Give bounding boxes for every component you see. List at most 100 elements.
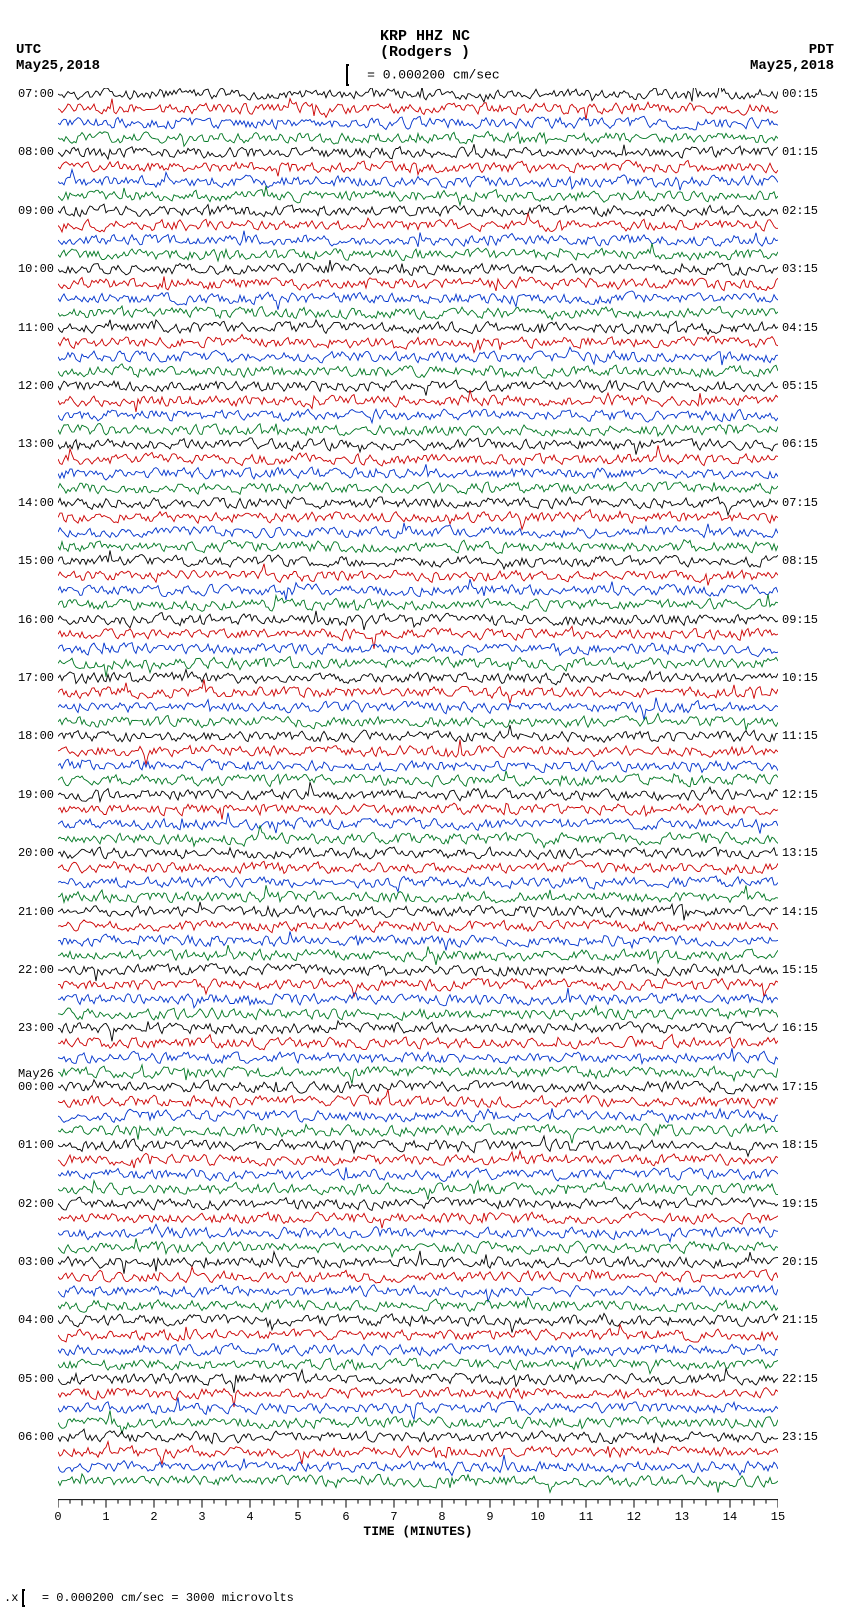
trace-row <box>58 932 778 951</box>
utc-hour-label: 04:00 <box>0 1313 54 1327</box>
pdt-hour-label: 08:15 <box>782 554 842 568</box>
pdt-hour-label: 20:15 <box>782 1255 842 1269</box>
trace-row <box>58 847 778 859</box>
trace-row <box>58 978 778 997</box>
trace-row <box>58 1021 778 1041</box>
pdt-hour-label: 02:15 <box>782 204 842 218</box>
utc-hour-label: 10:00 <box>0 262 54 276</box>
trace-row <box>58 876 778 892</box>
trace-row <box>58 320 778 335</box>
trace-row <box>58 1197 778 1210</box>
scale-text: = 0.000200 cm/sec <box>367 67 500 82</box>
trace-row <box>58 713 778 730</box>
station-subtitle: (Rodgers ) <box>0 44 850 61</box>
trace-row <box>58 669 778 684</box>
station-title: KRP HHZ NC <box>0 28 850 45</box>
trace-row <box>58 825 778 847</box>
trace-row <box>58 438 778 455</box>
trace-row <box>58 364 778 378</box>
trace-row <box>58 626 778 649</box>
seismogram-page: KRP HHZ NC (Rodgers ) = 0.000200 cm/sec … <box>0 0 850 1613</box>
xaxis-tick-label: 8 <box>427 1510 457 1524</box>
trace-row <box>58 988 778 1008</box>
trace-row <box>58 564 778 586</box>
trace-row <box>58 579 778 600</box>
left-date-label: May25,2018 <box>16 58 100 74</box>
trace-row <box>58 409 778 423</box>
trace-row <box>58 771 778 787</box>
xaxis-tick-label: 2 <box>139 1510 169 1524</box>
trace-row <box>58 1455 778 1476</box>
trace-row <box>58 1313 778 1332</box>
trace-row <box>58 510 778 530</box>
xaxis-tick-label: 14 <box>715 1510 745 1524</box>
trace-row <box>58 1124 778 1144</box>
trace-row <box>58 1136 778 1156</box>
trace-row <box>58 885 778 903</box>
utc-hour-label: 15:00 <box>0 554 54 568</box>
footer-text: = 0.000200 cm/sec = 3000 microvolts <box>42 1591 294 1605</box>
pdt-hour-label: 06:15 <box>782 437 842 451</box>
utc-hour-label: 18:00 <box>0 729 54 743</box>
xaxis-tick-label: 13 <box>667 1510 697 1524</box>
pdt-hour-label: 19:15 <box>782 1197 842 1211</box>
trace-row <box>58 131 778 146</box>
pdt-hour-label: 22:15 <box>782 1372 842 1386</box>
pdt-hour-label: 01:15 <box>782 145 842 159</box>
utc-hour-label: 07:00 <box>0 87 54 101</box>
pdt-hour-label: 12:15 <box>782 788 842 802</box>
trace-row <box>58 424 778 437</box>
pdt-hour-label: 18:15 <box>782 1138 842 1152</box>
trace-row <box>58 1474 778 1493</box>
trace-row <box>58 260 778 275</box>
utc-hour-label: 19:00 <box>0 788 54 802</box>
trace-row <box>58 1167 778 1181</box>
pdt-hour-label: 21:15 <box>782 1313 842 1327</box>
pdt-hour-label: 17:15 <box>782 1080 842 1094</box>
trace-row <box>58 231 778 247</box>
trace-row <box>58 725 778 742</box>
pdt-hour-label: 14:15 <box>782 905 842 919</box>
xaxis-tick-label: 12 <box>619 1510 649 1524</box>
trace-row <box>58 214 778 232</box>
utc-hour-label: 16:00 <box>0 613 54 627</box>
xaxis-tick-label: 0 <box>43 1510 73 1524</box>
utc-hour-label: 17:00 <box>0 671 54 685</box>
trace-row <box>58 1343 778 1357</box>
utc-hour-label: 03:00 <box>0 1255 54 1269</box>
trace-row <box>58 1411 778 1434</box>
right-tz-label: PDT <box>809 42 834 58</box>
pdt-hour-label: 03:15 <box>782 262 842 276</box>
trace-row <box>58 347 778 365</box>
trace-row <box>58 306 778 320</box>
pdt-hour-label: 13:15 <box>782 846 842 860</box>
trace-row <box>58 1429 778 1443</box>
pdt-hour-label: 00:15 <box>782 87 842 101</box>
right-date-label: May25,2018 <box>750 58 834 74</box>
xaxis-tick-label: 11 <box>571 1510 601 1524</box>
utc-hour-label: 21:00 <box>0 905 54 919</box>
seismogram-svg <box>58 88 778 1548</box>
trace-row <box>58 611 778 630</box>
xaxis-tick-label: 15 <box>763 1510 793 1524</box>
trace-row <box>58 116 778 130</box>
trace-row <box>58 902 778 920</box>
trace-row <box>58 1387 778 1407</box>
trace-row <box>58 186 778 205</box>
footer-scale: .x = 0.000200 cm/sec = 3000 microvolts <box>4 1589 294 1607</box>
trace-row <box>58 1442 778 1465</box>
trace-row <box>58 335 778 353</box>
trace-row <box>58 523 778 538</box>
utc-hour-label: 13:00 <box>0 437 54 451</box>
trace-row <box>58 1181 778 1200</box>
pdt-hour-label: 11:15 <box>782 729 842 743</box>
xaxis-tick-label: 3 <box>187 1510 217 1524</box>
trace-row <box>58 482 778 494</box>
footer-prefix: .x <box>4 1591 18 1605</box>
trace-row <box>58 1224 778 1241</box>
trace-row <box>58 759 778 772</box>
trace-row <box>58 861 778 875</box>
utc-hour-label: 23:00 <box>0 1021 54 1035</box>
trace-row <box>58 1325 778 1342</box>
trace-row <box>58 88 778 102</box>
